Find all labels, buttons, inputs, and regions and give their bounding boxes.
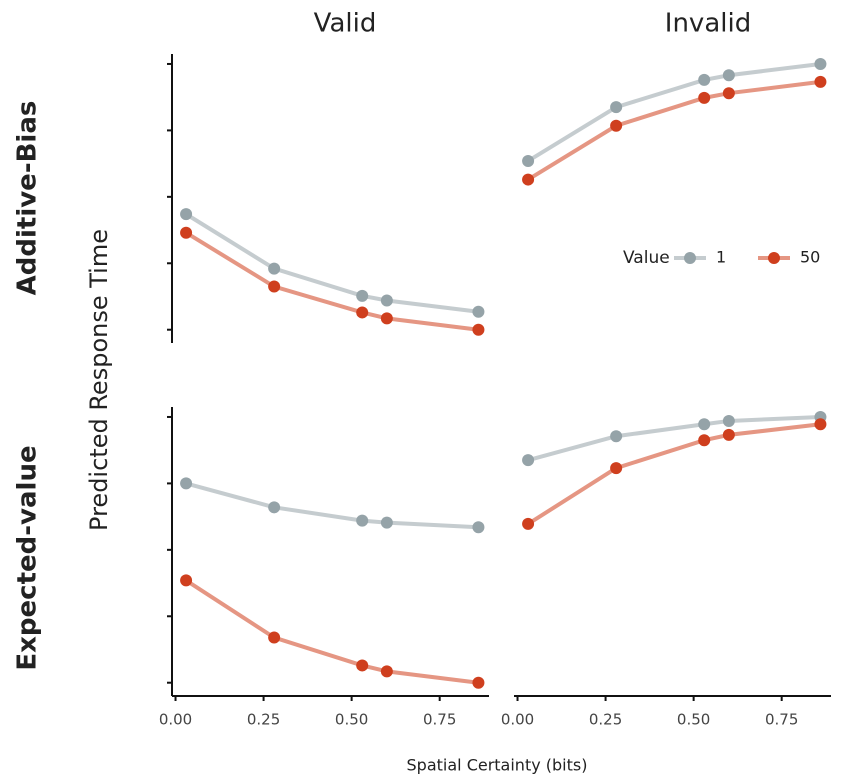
series-line [185,212,479,314]
point [356,514,369,527]
column-title: Invalid [665,9,751,39]
series-line [185,231,479,332]
point [268,280,281,293]
series-line [185,481,479,530]
x-tick-label: 0.50 [335,711,368,729]
point [380,665,393,678]
point [698,434,711,447]
x-tick-label: 0.25 [247,711,280,729]
x-tick-label: 0.25 [589,711,622,729]
series-line [185,578,479,685]
point [356,289,369,302]
point [472,305,485,318]
x-tick-label: 0.75 [423,711,456,729]
series-line [527,422,821,526]
series-line [527,61,821,163]
x-tick-label: 0.75 [765,711,798,729]
point [356,306,369,319]
point [814,418,827,431]
point [698,418,711,431]
point [610,430,623,443]
legend-point [768,252,780,264]
row-title: Expected-value [13,445,43,670]
point [610,119,623,132]
point [180,208,193,221]
point [698,73,711,86]
point [698,91,711,104]
point [472,676,485,689]
legend-label: 50 [800,248,820,267]
point [180,574,193,587]
legend-title: Value [623,248,670,268]
point [522,517,535,530]
point [522,154,535,167]
point [610,101,623,114]
point [268,501,281,514]
x-tick-label: 0.00 [501,711,534,729]
legend-point [684,252,696,264]
point [180,477,193,490]
point [722,69,735,82]
point [380,312,393,325]
point [722,414,735,427]
column-title: Valid [314,9,377,39]
point [356,659,369,672]
row-title: Additive-Bias [13,101,43,296]
point [722,87,735,100]
point [268,631,281,644]
point [472,323,485,336]
point [180,226,193,239]
point [380,516,393,529]
point [472,521,485,534]
point [380,294,393,307]
x-axis-label: Spatial Certainty (bits) [407,756,588,775]
x-tick-label: 0.00 [159,711,192,729]
point [814,75,827,88]
y-axis-label: Predicted Response Time [85,229,113,531]
series-line [527,414,821,463]
point [522,173,535,186]
series-line [527,79,821,182]
point [268,262,281,275]
point [814,57,827,70]
x-tick-label: 0.50 [677,711,710,729]
point [522,454,535,467]
point [610,462,623,475]
point [722,428,735,441]
legend-label: 1 [716,248,726,267]
